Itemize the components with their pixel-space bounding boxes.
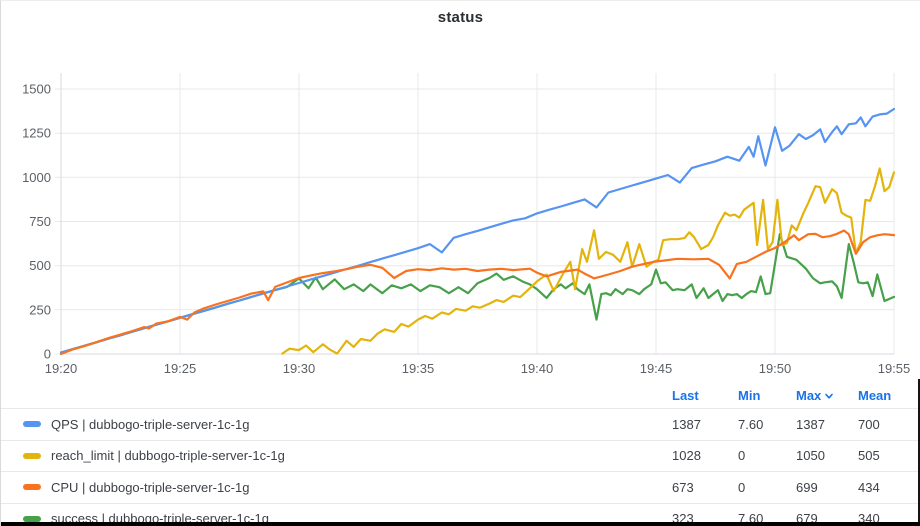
- legend-col-mean[interactable]: Mean: [858, 388, 920, 403]
- legend-table: Last Min Max Mean QPS | dubbogo-triple-s…: [1, 383, 920, 526]
- y-axis-tick-label: 1250: [22, 126, 51, 141]
- x-axis-tick-label: 19:55: [878, 361, 911, 376]
- legend-col-mean-label: Mean: [858, 388, 892, 403]
- y-axis-tick-label: 1000: [22, 170, 51, 185]
- x-axis-tick-label: 19:35: [402, 361, 435, 376]
- series-label: CPU | dubbogo-triple-server-1c-1g: [51, 479, 250, 495]
- stat-min: 0: [738, 479, 746, 495]
- series-label: reach_limit | dubbogo-triple-server-1c-1…: [51, 448, 285, 464]
- stat-last: 1028: [672, 448, 701, 464]
- legend-swatch: [23, 515, 41, 522]
- x-axis-tick-label: 19:30: [283, 361, 316, 376]
- x-axis-tick-label: 19:40: [521, 361, 554, 376]
- legend-col-min-label: Min: [738, 388, 761, 403]
- stat-last: 1387: [672, 416, 701, 432]
- stat-mean: 700: [858, 416, 880, 432]
- legend-swatch: [23, 484, 41, 491]
- stat-mean: 434: [858, 479, 880, 495]
- x-axis-tick-label: 19:50: [759, 361, 792, 376]
- y-axis-tick-label: 750: [29, 214, 51, 229]
- legend-swatch: [23, 421, 41, 428]
- time-series-plot[interactable]: 0 250 500 750 1000 1250 1500 19:20 19:25 19:30 19:…: [1, 1, 920, 381]
- stat-min: 0: [738, 448, 746, 464]
- legend-col-last[interactable]: Last: [672, 388, 738, 403]
- legend-col-max[interactable]: Max: [796, 388, 858, 403]
- window-edge-right: [918, 379, 920, 526]
- series-label: QPS | dubbogo-triple-server-1c-1g: [51, 416, 250, 432]
- stat-last: 673: [672, 479, 694, 495]
- legend-col-last-label: Last: [672, 388, 699, 403]
- window-edge-bottom: [1, 522, 920, 526]
- stat-max: 1387: [796, 416, 825, 432]
- legend-row-reach-limit[interactable]: reach_limit | dubbogo-triple-server-1c-1…: [1, 439, 920, 472]
- series-line-reach-limit: [281, 167, 896, 355]
- y-axis-tick-label: 1500: [22, 82, 51, 97]
- sort-chevron-down-icon: [825, 393, 834, 399]
- stat-max: 1050: [796, 448, 825, 464]
- y-axis-tick-label: 0: [44, 347, 51, 362]
- legend-row-cpu[interactable]: CPU | dubbogo-triple-server-1c-1g 673 0 …: [1, 471, 920, 503]
- legend-row-qps[interactable]: QPS | dubbogo-triple-server-1c-1g 1387 7…: [1, 408, 920, 440]
- y-axis-tick-label: 250: [29, 302, 51, 317]
- stat-min: 7.60: [738, 416, 764, 432]
- x-axis-tick-label: 19:25: [164, 361, 197, 376]
- panel-title[interactable]: status: [437, 9, 484, 26]
- series-line-success: [59, 232, 896, 354]
- x-axis-tick-label: 19:45: [640, 361, 673, 376]
- legend-col-max-label: Max: [796, 388, 822, 403]
- legend-col-min[interactable]: Min: [738, 388, 796, 403]
- series-line-qps: [59, 107, 896, 354]
- y-axis-tick-label: 500: [29, 258, 51, 273]
- stat-max: 699: [796, 479, 818, 495]
- legend-swatch: [23, 452, 41, 459]
- series-line-cpu: [59, 229, 896, 356]
- stat-mean: 505: [858, 448, 880, 464]
- x-axis-tick-label: 19:20: [45, 361, 78, 376]
- legend-header-row: Last Min Max Mean: [1, 383, 920, 408]
